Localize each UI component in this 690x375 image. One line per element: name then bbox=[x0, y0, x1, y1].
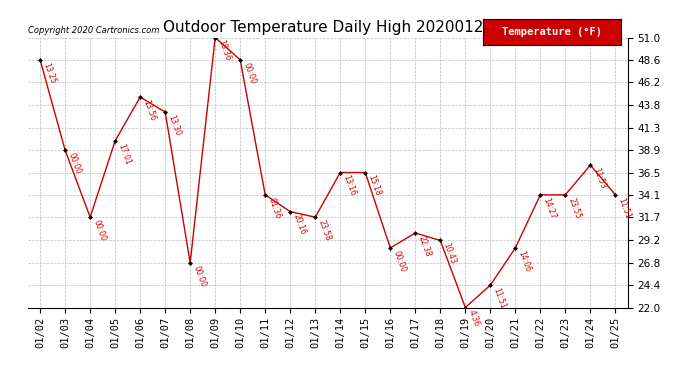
Text: 00:00: 00:00 bbox=[392, 249, 408, 273]
Text: 23:58: 23:58 bbox=[317, 219, 333, 242]
Text: 11:51: 11:51 bbox=[617, 196, 633, 220]
Text: 22:38: 22:38 bbox=[417, 234, 433, 258]
Text: Temperature (°F): Temperature (°F) bbox=[502, 27, 602, 37]
Text: 13:16: 13:16 bbox=[342, 174, 357, 197]
Text: 13:56: 13:56 bbox=[141, 99, 157, 122]
Text: 18:36: 18:36 bbox=[217, 39, 233, 62]
Text: 4:36: 4:36 bbox=[466, 309, 481, 328]
Text: 13:30: 13:30 bbox=[166, 113, 182, 137]
Text: 10:43: 10:43 bbox=[442, 242, 457, 266]
Title: Outdoor Temperature Daily High 20200126: Outdoor Temperature Daily High 20200126 bbox=[163, 20, 493, 35]
Text: 17:01: 17:01 bbox=[117, 142, 132, 166]
Text: 23:55: 23:55 bbox=[566, 196, 582, 220]
Text: 00:00: 00:00 bbox=[241, 61, 257, 85]
Text: 11:51: 11:51 bbox=[492, 286, 508, 310]
Text: 00:00: 00:00 bbox=[192, 264, 208, 288]
Text: 14:06: 14:06 bbox=[517, 249, 533, 273]
Text: 13:25: 13:25 bbox=[41, 61, 57, 85]
Text: 15:18: 15:18 bbox=[366, 174, 382, 197]
Text: 00:00: 00:00 bbox=[92, 219, 108, 242]
Text: 20:16: 20:16 bbox=[292, 213, 308, 237]
Text: 01:36: 01:36 bbox=[266, 196, 282, 220]
Text: 14:27: 14:27 bbox=[542, 196, 558, 220]
Text: Copyright 2020 Cartronics.com: Copyright 2020 Cartronics.com bbox=[28, 26, 159, 35]
Text: 00:00: 00:00 bbox=[66, 152, 83, 175]
Text: 11:53: 11:53 bbox=[592, 166, 608, 190]
